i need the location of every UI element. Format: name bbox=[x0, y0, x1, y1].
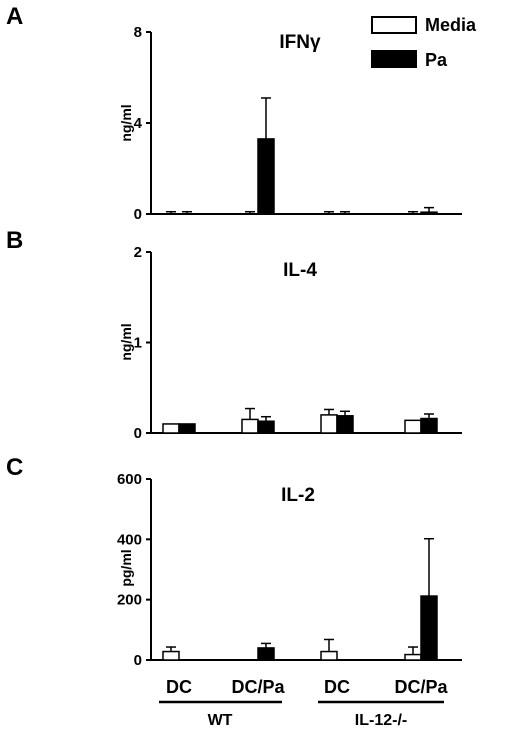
panel-c-bar-media bbox=[162, 650, 180, 661]
panel-c-bar-pa bbox=[257, 647, 275, 661]
panel-letter-b: B bbox=[6, 227, 23, 254]
panel-b-bar-pa bbox=[336, 415, 354, 434]
panel-b-bar-media bbox=[162, 423, 180, 434]
panel-a-y-tick-label: 4 bbox=[134, 115, 143, 132]
panel-c-title: IL-2 bbox=[281, 485, 315, 506]
panel-b-bar-media bbox=[404, 419, 422, 434]
panel-a-ylabel: ng/ml bbox=[118, 104, 134, 141]
panel-c-y-tick-label: 200 bbox=[117, 592, 142, 609]
panel-b-title: IL-4 bbox=[283, 260, 317, 281]
panel-c-y-tick-label: 400 bbox=[117, 531, 142, 548]
panel-a-bar-pa bbox=[420, 211, 438, 215]
panel-a-bar-pa bbox=[257, 138, 275, 215]
panel-c-y-tick-label: 600 bbox=[117, 471, 142, 488]
legend: Media Pa bbox=[371, 15, 477, 70]
group-label-wt: WT bbox=[208, 712, 233, 729]
panel-a-y-tick-label: 8 bbox=[134, 24, 142, 41]
panel-b-y-tick-label: 1 bbox=[134, 335, 142, 352]
panel-c-y-tick-label: 0 bbox=[134, 652, 142, 669]
legend-label-pa: Pa bbox=[425, 50, 448, 70]
panel-b-y-tick-label: 2 bbox=[134, 244, 142, 261]
panel-b-bar-media bbox=[320, 414, 338, 434]
panel-c-bar-media bbox=[320, 650, 338, 661]
panel-b-bar-media bbox=[241, 418, 259, 434]
panel-c-bar-pa bbox=[420, 595, 438, 661]
group-label-il12: IL-12-/- bbox=[355, 712, 407, 729]
legend-swatch-media bbox=[371, 16, 417, 34]
panel-a-chart: 0 4 8 bbox=[134, 24, 462, 223]
x-label-il12-dc: DC bbox=[324, 677, 350, 697]
panel-b-bar-pa bbox=[178, 423, 196, 434]
panel-c-ylabel: pg/ml bbox=[118, 549, 134, 586]
panel-letter-c: C bbox=[6, 454, 23, 481]
legend-label-media: Media bbox=[425, 15, 477, 35]
panel-b-bar-pa bbox=[420, 417, 438, 434]
panel-b-chart: 0 1 2 bbox=[134, 244, 462, 442]
panel-b-y-tick-label: 0 bbox=[134, 425, 142, 442]
panel-a-title: IFNγ bbox=[279, 32, 321, 53]
legend-swatch-pa bbox=[371, 50, 417, 68]
x-label-wt-dcpa: DC/Pa bbox=[231, 677, 285, 697]
panel-letter-a: A bbox=[6, 3, 23, 30]
panel-c-chart: 0 200 400 600 bbox=[117, 471, 462, 669]
panel-a-y-tick-label: 0 bbox=[134, 206, 142, 223]
panel-b-bar-pa bbox=[257, 420, 275, 434]
x-label-wt-dc: DC bbox=[166, 677, 192, 697]
panel-b-ylabel: ng/ml bbox=[118, 323, 134, 360]
x-label-il12-dcpa: DC/Pa bbox=[394, 677, 448, 697]
panel-c-bar-media bbox=[404, 653, 422, 661]
